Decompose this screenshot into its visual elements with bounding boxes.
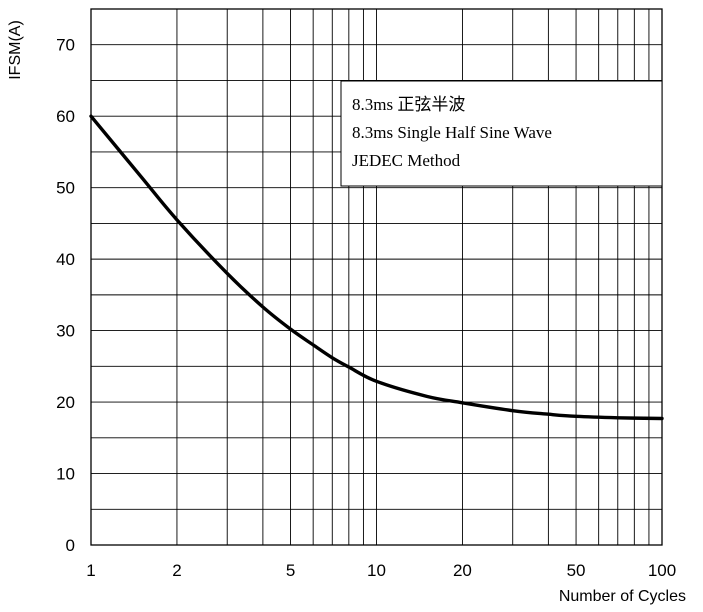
plot-area-border [90, 8, 663, 546]
y-tick-label: 60 [56, 107, 75, 126]
x-tick-label: 20 [453, 561, 472, 580]
series-line [89, 114, 664, 421]
y-axis-label: IFSM(A) [7, 20, 24, 80]
y-tick-label: 70 [56, 36, 75, 55]
y-tick-label: 50 [56, 179, 75, 198]
y-tick-label: 0 [66, 536, 75, 555]
x-tick-label: 50 [567, 561, 586, 580]
y-tick-label: 10 [56, 465, 75, 484]
series-layer [89, 114, 664, 421]
annotation-line-1: 8.3ms 正弦半波 [352, 95, 465, 114]
x-tick-label: 2 [172, 561, 181, 580]
x-tick-label: 5 [286, 561, 295, 580]
y-tick-label: 40 [56, 250, 75, 269]
annotation-box: 8.3ms 正弦半波 8.3ms Single Half Sine Wave J… [340, 80, 663, 187]
annotation-line-2: 8.3ms Single Half Sine Wave [352, 123, 552, 142]
x-tick-label: 1 [86, 561, 95, 580]
x-tick-label: 100 [648, 561, 676, 580]
x-axis-label: Number of Cycles [559, 588, 686, 605]
y-tick-label: 20 [56, 393, 75, 412]
annotation-line-3: JEDEC Method [352, 151, 461, 170]
y-tick-label: 30 [56, 322, 75, 341]
y-tick-labels: 0 10 20 30 40 50 60 70 [56, 36, 75, 555]
x-tick-label: 10 [367, 561, 386, 580]
x-tick-labels: 1 2 5 10 20 50 100 [86, 561, 676, 580]
annotation-box-background [340, 80, 663, 187]
